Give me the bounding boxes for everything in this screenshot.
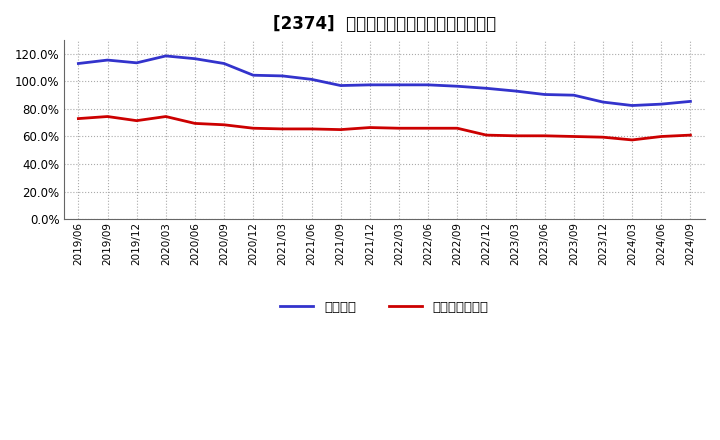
- 固定長期適合率: [161, 114, 170, 119]
- 固定比率: [307, 77, 316, 82]
- 固定長期適合率: [598, 135, 607, 140]
- 固定比率: [686, 99, 695, 104]
- 固定比率: [132, 60, 141, 66]
- 固定比率: [336, 83, 345, 88]
- 固定比率: [191, 56, 199, 61]
- Legend: 固定比率, 固定長期適合率: 固定比率, 固定長期適合率: [280, 301, 488, 314]
- 固定長期適合率: [336, 127, 345, 132]
- 固定長期適合率: [453, 125, 462, 131]
- 固定比率: [657, 102, 665, 107]
- 固定比率: [424, 82, 433, 88]
- 固定長期適合率: [628, 137, 636, 143]
- 固定長期適合率: [541, 133, 549, 139]
- 固定長期適合率: [220, 122, 228, 128]
- 固定長期適合率: [307, 126, 316, 132]
- 固定比率: [453, 84, 462, 89]
- Title: [2374]  固定比率、固定長期適合率の推移: [2374] 固定比率、固定長期適合率の推移: [273, 15, 496, 33]
- 固定比率: [161, 53, 170, 59]
- 固定比率: [482, 86, 491, 91]
- 固定比率: [541, 92, 549, 97]
- 固定長期適合率: [657, 134, 665, 139]
- 固定長期適合率: [482, 132, 491, 138]
- 固定長期適合率: [366, 125, 374, 130]
- 固定長期適合率: [278, 126, 287, 132]
- 固定比率: [103, 58, 112, 63]
- 固定比率: [366, 82, 374, 88]
- 固定長期適合率: [74, 116, 83, 121]
- 固定長期適合率: [424, 125, 433, 131]
- 固定長期適合率: [511, 133, 520, 139]
- 固定比率: [570, 92, 578, 98]
- 固定長期適合率: [132, 118, 141, 123]
- 固定長期適合率: [395, 125, 403, 131]
- 固定比率: [511, 88, 520, 94]
- 固定比率: [249, 73, 258, 78]
- 固定長期適合率: [570, 134, 578, 139]
- 固定比率: [598, 99, 607, 105]
- 固定比率: [395, 82, 403, 88]
- 固定長期適合率: [103, 114, 112, 119]
- 固定比率: [74, 61, 83, 66]
- 固定比率: [220, 61, 228, 66]
- 固定長期適合率: [686, 132, 695, 138]
- 固定比率: [278, 73, 287, 79]
- Line: 固定長期適合率: 固定長期適合率: [78, 117, 690, 140]
- Line: 固定比率: 固定比率: [78, 56, 690, 106]
- 固定長期適合率: [249, 125, 258, 131]
- 固定長期適合率: [191, 121, 199, 126]
- 固定比率: [628, 103, 636, 108]
